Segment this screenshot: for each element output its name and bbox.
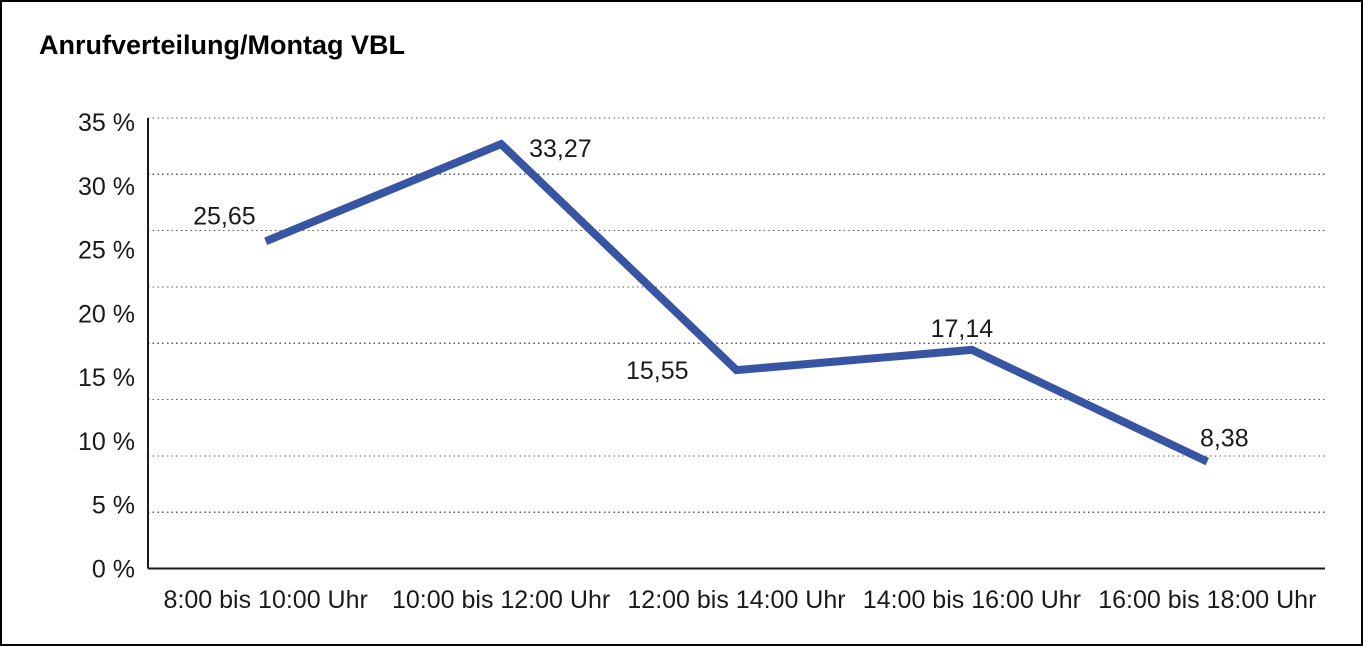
chart-title: Anrufverteilung/Montag VBL (39, 30, 405, 60)
y-axis-tick-label: 25 % (78, 237, 135, 265)
data-point-label: 15,55 (626, 357, 689, 385)
y-axis-tick-label: 35 % (78, 109, 135, 137)
x-axis-category-label: 8:00 bis 10:00 Uhr (164, 586, 368, 614)
y-axis-tick-label: 10 % (78, 428, 135, 456)
y-axis-tick-label: 20 % (78, 300, 135, 328)
data-point-label: 33,27 (529, 135, 592, 163)
data-point-label: 17,14 (931, 315, 994, 343)
y-axis-tick-label: 30 % (78, 173, 135, 201)
y-axis-tick-label: 15 % (78, 364, 135, 392)
data-point-label: 25,65 (193, 202, 256, 230)
y-axis-tick-label: 0 % (92, 556, 135, 584)
x-axis-category-label: 16:00 bis 18:00 Uhr (1098, 586, 1316, 614)
x-axis-category-label: 10:00 bis 12:00 Uhr (392, 586, 610, 614)
data-point-label: 8,38 (1200, 425, 1249, 453)
x-axis-category-label: 14:00 bis 16:00 Uhr (863, 586, 1081, 614)
y-axis-tick-label: 5 % (92, 492, 135, 520)
x-axis-category-label: 12:00 bis 14:00 Uhr (627, 586, 845, 614)
data-line (264, 139, 1210, 466)
